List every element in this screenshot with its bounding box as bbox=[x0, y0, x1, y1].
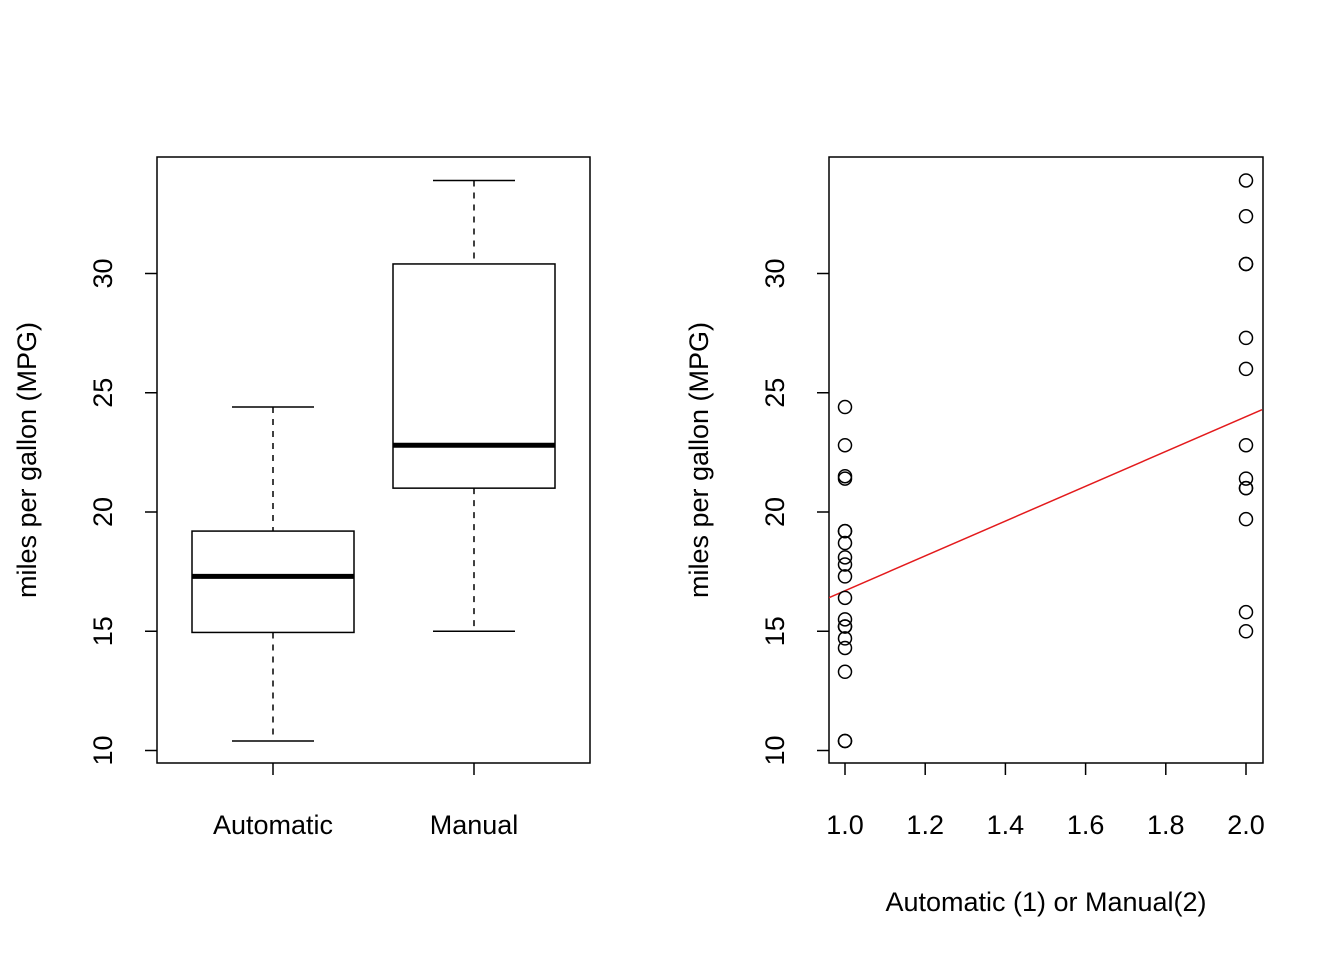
scatter-point bbox=[837, 437, 853, 453]
box-y-tick-label: 20 bbox=[88, 497, 118, 527]
box-manual: Manual bbox=[392, 179, 556, 840]
box-y-tick-label: 10 bbox=[88, 735, 118, 765]
scatter-x-axis-label: Automatic (1) or Manual(2) bbox=[885, 887, 1206, 917]
regression-line bbox=[829, 408, 1263, 599]
scatter-point bbox=[837, 733, 853, 749]
scatter-y-tick-label: 15 bbox=[760, 616, 790, 646]
scatter-x-tick-label: 1.6 bbox=[1067, 810, 1105, 840]
box-y-tick-label: 15 bbox=[88, 616, 118, 646]
scatter-point bbox=[837, 399, 853, 415]
scatter-point bbox=[837, 612, 853, 627]
scatter-point bbox=[1238, 330, 1254, 346]
scatter-y-tick-label: 25 bbox=[760, 378, 790, 408]
scatter-point bbox=[837, 619, 853, 634]
scatter-x-tick-label: 1.0 bbox=[826, 810, 864, 840]
scatter-point bbox=[1238, 173, 1254, 188]
scatter-y-axis-label: miles per gallon (MPG) bbox=[684, 322, 714, 598]
scatter-point bbox=[1238, 209, 1254, 224]
scatter-point bbox=[1238, 511, 1254, 527]
scatter-point bbox=[837, 631, 853, 646]
scatter-point bbox=[1238, 471, 1254, 486]
scatter-y-tick-label: 20 bbox=[760, 497, 790, 527]
scatter-point bbox=[837, 569, 853, 584]
scatter-point bbox=[837, 468, 853, 484]
scatter-point bbox=[837, 523, 853, 539]
scatter-x-tick-label: 1.2 bbox=[906, 810, 944, 840]
box-y-tick-label: 30 bbox=[88, 258, 118, 288]
box-plot-frame bbox=[156, 156, 591, 764]
scatter-point bbox=[1238, 480, 1254, 496]
scatter-point bbox=[837, 590, 853, 606]
scatter-point bbox=[837, 535, 853, 551]
scatter-point bbox=[1238, 361, 1254, 377]
box-y-tick-label: 25 bbox=[88, 378, 118, 408]
box-x-tick-label: Manual bbox=[430, 810, 519, 840]
box-y-axis-label: miles per gallon (MPG) bbox=[12, 322, 42, 598]
box-iqr-rect bbox=[191, 530, 355, 634]
box-x-tick-label: Automatic bbox=[213, 810, 333, 840]
scatter-x-tick-label: 1.8 bbox=[1147, 810, 1185, 840]
scatter-x-tick-label: 2.0 bbox=[1227, 810, 1265, 840]
scatter-point bbox=[837, 664, 853, 680]
scatter-point bbox=[837, 550, 853, 565]
scatter-x-tick-label: 1.4 bbox=[987, 810, 1025, 840]
scatter-point bbox=[1238, 437, 1254, 453]
scatter-y-tick-label: 10 bbox=[760, 735, 790, 765]
scatter-point bbox=[1238, 624, 1254, 639]
scatter-point bbox=[837, 640, 853, 656]
scatter-point bbox=[837, 557, 853, 572]
box-automatic: Automatic bbox=[191, 406, 355, 840]
scatter-point bbox=[1238, 604, 1254, 620]
box-iqr-rect bbox=[392, 263, 556, 489]
scatter-plot-frame bbox=[828, 156, 1264, 764]
scatter-y-tick-label: 30 bbox=[760, 258, 790, 288]
scatter-point bbox=[1238, 256, 1254, 272]
